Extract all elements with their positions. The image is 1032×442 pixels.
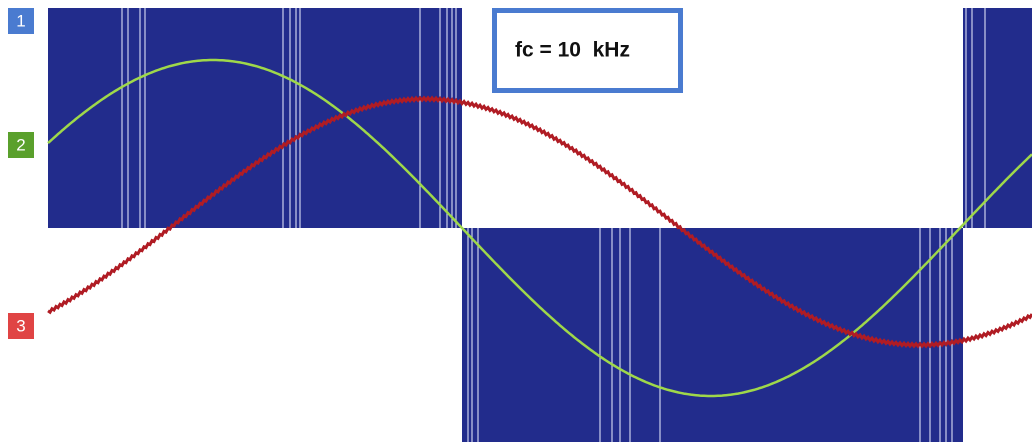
pwm-block: [963, 8, 1032, 228]
channel-2-label: 2: [16, 135, 25, 154]
channel-1-label: 1: [16, 11, 25, 30]
annotation-text: fc = 10 kHz: [515, 39, 630, 62]
channel-3-label: 3: [16, 316, 25, 335]
pwm-block: [462, 228, 963, 442]
pwm-block: [48, 8, 462, 228]
scope-screen: 1 2 3 fc = 10 kHz: [0, 0, 1032, 442]
page: 1 2 3 fc = 10 kHz (() => { const data = …: [0, 0, 1032, 442]
